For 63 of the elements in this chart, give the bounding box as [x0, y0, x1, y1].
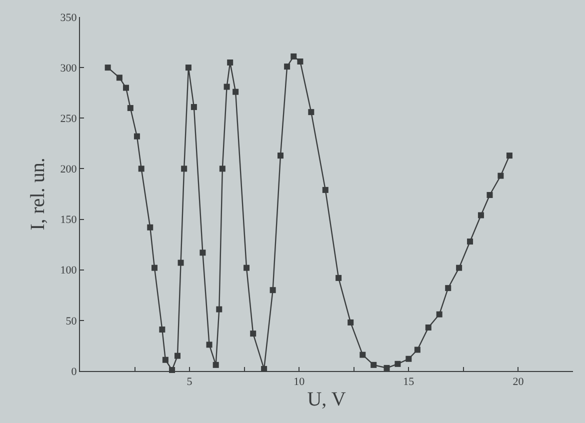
point	[181, 166, 188, 172]
point	[445, 285, 452, 292]
point	[467, 238, 474, 245]
x-axis-title: U, V	[307, 388, 346, 411]
point	[290, 53, 297, 60]
point	[284, 64, 290, 70]
y-axis-title: I, rel. un.	[26, 158, 49, 230]
point	[456, 264, 462, 271]
point	[212, 362, 219, 368]
point	[308, 109, 314, 116]
point	[370, 362, 377, 368]
point	[219, 166, 226, 172]
point	[406, 356, 412, 362]
point	[216, 306, 222, 312]
y-tick-label: 150	[60, 214, 78, 226]
point	[206, 342, 212, 348]
y-tick-label: 0	[71, 366, 78, 378]
point	[162, 356, 168, 363]
x-tick-label: 20	[512, 376, 524, 388]
y-tick-label: 200	[60, 164, 78, 176]
point	[159, 326, 166, 333]
y-tick-label: 100	[60, 264, 78, 277]
point	[147, 224, 154, 230]
point	[116, 74, 122, 81]
point	[200, 250, 206, 256]
point	[360, 352, 366, 358]
point	[190, 104, 197, 110]
point	[270, 287, 276, 294]
point	[250, 330, 256, 337]
point	[123, 84, 130, 91]
point	[127, 105, 134, 112]
point	[152, 264, 158, 271]
point	[478, 212, 484, 218]
point	[174, 352, 180, 359]
point	[436, 311, 442, 318]
point	[486, 192, 493, 198]
point	[297, 58, 304, 64]
y-tick-label: 350	[60, 12, 78, 24]
x-tick-label: 5	[186, 376, 193, 388]
point	[322, 186, 328, 193]
x-tick-label: 15	[403, 376, 415, 388]
point	[384, 364, 390, 371]
point	[506, 152, 512, 159]
x-tick-label: 10	[294, 376, 306, 388]
point	[178, 260, 184, 266]
point	[498, 172, 504, 179]
point	[414, 346, 420, 353]
point	[224, 84, 230, 90]
point	[104, 64, 111, 71]
point	[244, 264, 250, 271]
point	[227, 60, 234, 66]
point	[394, 360, 401, 367]
y-tick-label: 300	[60, 62, 78, 74]
point	[336, 274, 342, 281]
point	[277, 152, 284, 159]
point	[185, 64, 192, 71]
point	[138, 166, 144, 172]
y-tick-label: 50	[66, 315, 78, 328]
point	[232, 88, 239, 95]
point	[348, 319, 354, 326]
y-tick-label: 250	[60, 112, 78, 125]
point	[134, 133, 140, 140]
point	[425, 324, 432, 331]
